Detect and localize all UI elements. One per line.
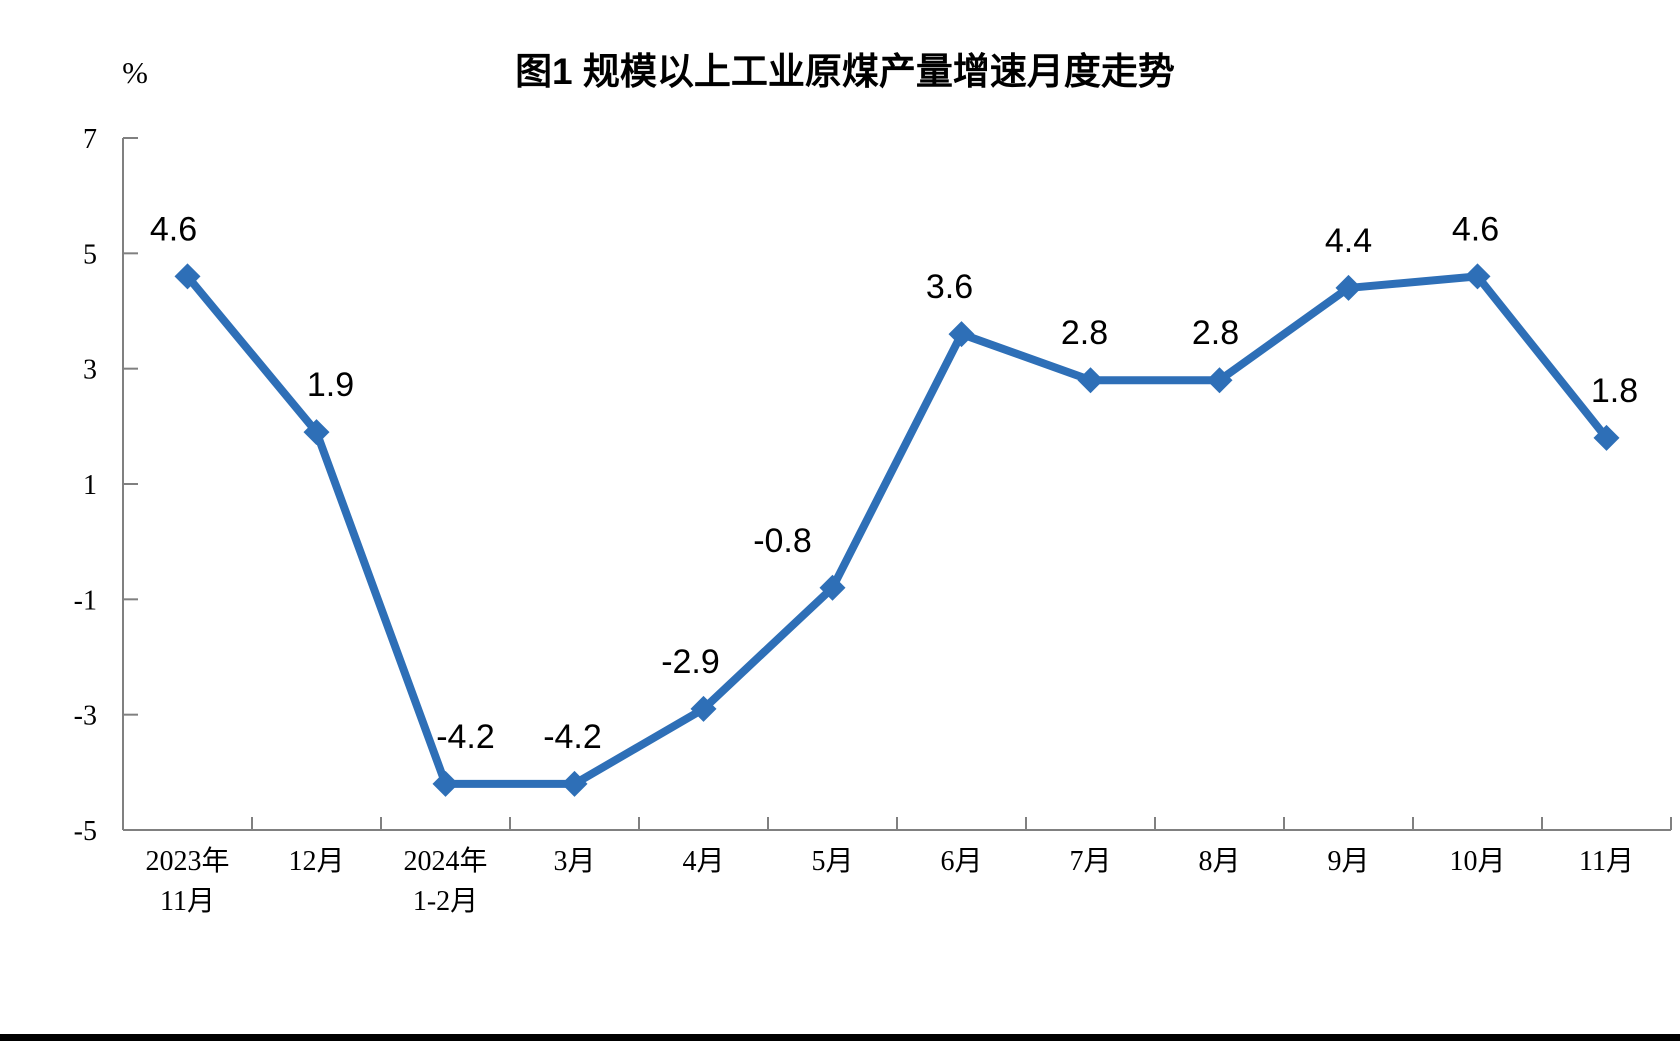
data-label: -4.2 xyxy=(543,718,602,756)
y-tick-label: 3 xyxy=(83,355,97,386)
data-point xyxy=(561,770,588,797)
y-tick-label: 7 xyxy=(83,124,97,155)
series-line xyxy=(183,272,1611,788)
y-tick-label: -5 xyxy=(74,816,97,847)
x-tick-label: 7月 xyxy=(1069,846,1111,877)
y-tick-label: -3 xyxy=(74,701,97,732)
data-point xyxy=(1206,367,1233,394)
x-tick-label: 3月 xyxy=(553,846,595,877)
y-tick-label: -1 xyxy=(74,585,97,616)
x-tick-label: 11月 xyxy=(1579,846,1634,877)
data-point xyxy=(1464,263,1491,290)
x-tick-label: 6月 xyxy=(940,846,982,877)
data-label: 2.8 xyxy=(1192,314,1239,352)
data-point xyxy=(819,574,846,601)
data-label: 1.8 xyxy=(1591,372,1638,410)
page-divider xyxy=(0,1034,1680,1041)
y-tick-label: 1 xyxy=(83,470,97,501)
data-label: 1.9 xyxy=(307,366,354,404)
data-point xyxy=(1335,274,1362,301)
x-tick-label: 4月 xyxy=(682,846,724,877)
x-tick-label: 5月 xyxy=(811,846,853,877)
data-point xyxy=(174,263,201,290)
data-label: -0.8 xyxy=(753,522,812,560)
x-tick-label: 12月 xyxy=(288,846,344,877)
data-point xyxy=(1077,367,1104,394)
plot-area: 7 5 3 1 -1 -3 -5 2023年 11月 12月 2024年 1-2月 3月 4月 5月 6月 7月… xyxy=(74,124,1672,917)
x-tick-label: 9月 xyxy=(1327,846,1369,877)
x-tick-label: 2024年 1-2月 xyxy=(403,845,487,917)
x-tick-label: 2023年 11月 xyxy=(145,845,229,917)
x-tick-label: 8月 xyxy=(1198,846,1240,877)
data-label: 2.8 xyxy=(1061,314,1108,352)
data-label: 4.6 xyxy=(1452,210,1499,248)
y-axis-unit-label: % xyxy=(122,55,148,90)
data-point xyxy=(690,695,717,722)
data-point xyxy=(948,321,975,348)
data-label: 4.6 xyxy=(150,210,197,248)
data-label: 4.4 xyxy=(1325,222,1372,260)
data-label: -2.9 xyxy=(661,643,720,681)
data-label: 3.6 xyxy=(926,268,973,306)
chart-title: 图1 规模以上工业原煤产量增速月度走势 xyxy=(515,51,1175,92)
y-tick-label: 5 xyxy=(83,239,97,270)
data-label: -4.2 xyxy=(436,718,495,756)
x-tick-label: 10月 xyxy=(1449,846,1505,877)
data-point xyxy=(303,419,330,446)
data-point xyxy=(1593,424,1620,451)
data-point xyxy=(432,770,459,797)
